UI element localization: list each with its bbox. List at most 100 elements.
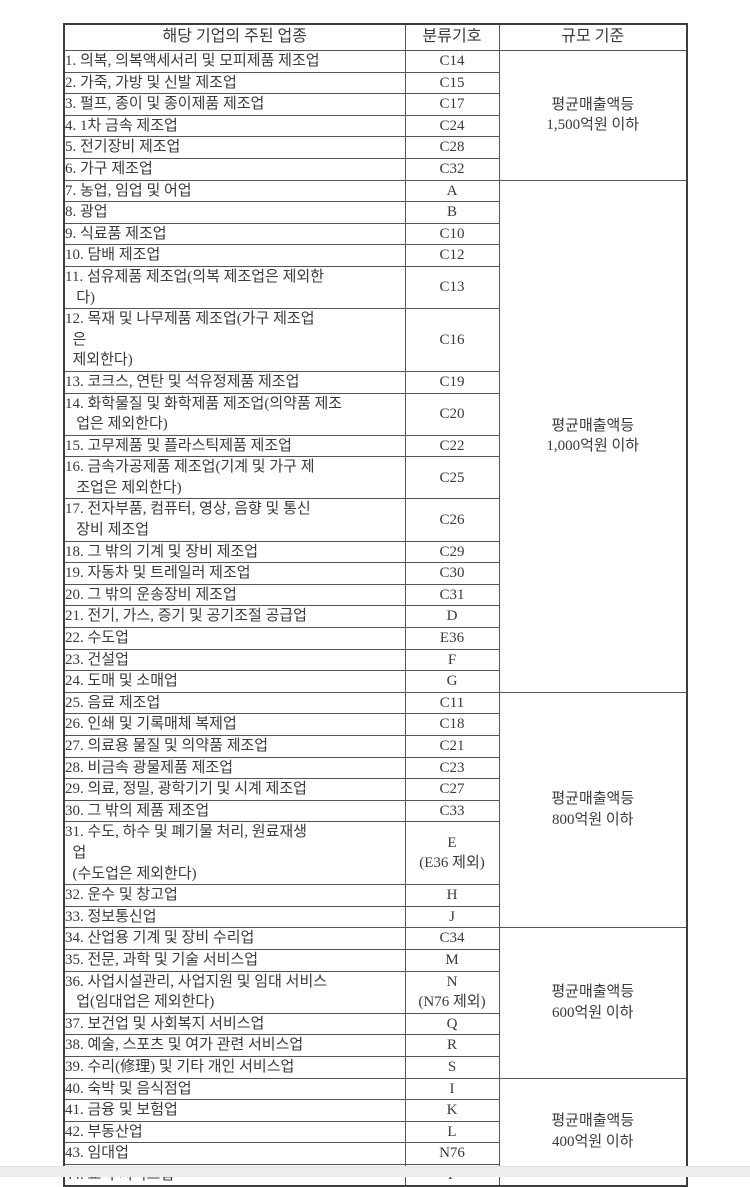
table-row: 31. 수도, 하수 및 폐기물 처리, 원료재생 업 (수도업은 제외한다) E…	[63, 821, 687, 886]
industry-cell: 43. 임대업	[63, 1142, 406, 1165]
code-cell: Q	[404, 1012, 500, 1036]
industry-cell: 40. 숙박 및 음식점업	[63, 1077, 406, 1101]
page-bottom-divider	[0, 1166, 750, 1177]
code-cell: C17	[404, 93, 500, 116]
industry-cell: 21. 전기, 가스, 증기 및 공기조절 공급업	[63, 605, 406, 629]
code-cell: C11	[404, 691, 500, 715]
industry-cell: 41. 금융 및 보험업	[63, 1099, 406, 1122]
code-cell: D	[404, 605, 500, 629]
size-cell: 평균매출액등 1,000억원 이하	[498, 179, 688, 693]
table-row: 11. 섬유제품 제조업(의복 제조업은 제외한 다) C13	[63, 265, 687, 310]
industry-cell: 39. 수리(修理) 및 기타 개인 서비스업	[63, 1055, 406, 1079]
table-row: 34. 산업용 기계 및 장비 수리업 C34 평균매출액등 600억원 이하	[63, 927, 688, 1079]
code-cell: G	[404, 670, 500, 693]
code-cell: C28	[404, 136, 500, 159]
table-row: 32. 운수 및 창고업 H	[63, 884, 687, 907]
code-cell: N76	[404, 1142, 500, 1165]
table-row: 6. 가구 제조업 C32	[63, 157, 687, 181]
header-row: 해당 기업의 주된 업종 분류기호 규모 기준	[63, 23, 688, 51]
code-cell: C25	[404, 456, 500, 500]
table-row: 9. 식료품 제조업 C10	[63, 222, 687, 246]
code-cell: K	[404, 1099, 500, 1122]
table-row: 22. 수도업 E36	[63, 627, 687, 650]
industry-cell: 12. 목재 및 나무제품 제조업(가구 제조업 은 제외한다)	[63, 308, 406, 372]
industry-cell: 35. 전문, 과학 및 기술 서비스업	[63, 948, 406, 972]
table-row: 20. 그 밖의 운송장비 제조업 C31	[63, 583, 687, 607]
table-row: 4. 1차 금속 제조업 C24	[63, 114, 687, 138]
header-size: 규모 기준	[498, 23, 688, 51]
size-cell: 평균매출액등 1,500억원 이하	[498, 50, 688, 181]
industry-cell: 22. 수도업	[63, 627, 406, 650]
table-row: 17. 전자부품, 컴퓨터, 영상, 음향 및 통신 장비 제조업 C26	[63, 498, 687, 542]
code-cell: C30	[404, 562, 500, 585]
industry-cell: 8. 광업	[63, 201, 406, 224]
industry-cell: 3. 펄프, 종이 및 종이제품 제조업	[63, 93, 406, 116]
industry-cell: 19. 자동차 및 트레일러 제조업	[63, 562, 406, 585]
industry-cell: 13. 코크스, 연탄 및 석유정제품 제조업	[63, 370, 406, 394]
industry-cell: 31. 수도, 하수 및 폐기물 처리, 원료재생 업 (수도업은 제외한다)	[63, 821, 406, 886]
code-cell: C26	[404, 498, 500, 542]
code-cell: C14	[404, 50, 500, 73]
code-cell: C22	[404, 434, 500, 458]
code-cell: C13	[404, 265, 500, 310]
industry-cell: 23. 건설업	[63, 648, 406, 672]
code-cell: C18	[404, 713, 500, 736]
industry-cell: 17. 전자부품, 컴퓨터, 영상, 음향 및 통신 장비 제조업	[63, 498, 406, 542]
code-cell: C27	[404, 778, 500, 801]
table-row: 36. 사업시설관리, 사업지원 및 임대 서비스 업(임대업은 제외한다) N …	[63, 970, 687, 1014]
table-row: 12. 목재 및 나무제품 제조업(가구 제조업 은 제외한다) C16	[63, 308, 687, 372]
table-row: 14. 화학물질 및 화학제품 제조업(의약품 제조 업은 제외한다) C20	[63, 392, 687, 436]
industry-cell: 33. 정보통신업	[63, 905, 406, 929]
header-code: 분류기호	[404, 23, 500, 51]
industry-cell: 9. 식료품 제조업	[63, 222, 406, 246]
industry-cell: 42. 부동산업	[63, 1120, 406, 1144]
industry-cell: 5. 전기장비 제조업	[63, 136, 406, 159]
table-row: 24. 도매 및 소매업 G	[63, 670, 687, 693]
industry-cell: 1. 의복, 의복액세서리 및 모피제품 제조업	[63, 50, 406, 73]
code-cell: N (N76 제외)	[404, 970, 500, 1014]
table-row: 7. 농업, 임업 및 어업 A 평균매출액등 1,000억원 이하	[63, 179, 688, 693]
table-row: 25. 음료 제조업 C11 평균매출액등 800억원 이하	[63, 691, 688, 929]
industry-cell: 30. 그 밖의 제품 제조업	[63, 799, 406, 823]
code-cell: C34	[404, 927, 500, 950]
code-cell: B	[404, 201, 500, 224]
industry-cell: 7. 농업, 임업 및 어업	[63, 179, 406, 203]
industry-cell: 14. 화학물질 및 화학제품 제조업(의약품 제조 업은 제외한다)	[63, 392, 406, 436]
code-cell: C24	[404, 114, 500, 138]
industry-cell: 6. 가구 제조업	[63, 157, 406, 181]
code-cell: L	[404, 1120, 500, 1144]
code-cell: J	[404, 905, 500, 929]
code-cell: R	[404, 1034, 500, 1057]
table-row: 40. 숙박 및 음식점업 I 평균매출액등 400억원 이하	[63, 1077, 688, 1187]
table-row: 1. 의복, 의복액세서리 및 모피제품 제조업 C14 평균매출액등 1,500억…	[63, 50, 688, 181]
industry-cell: 32. 운수 및 창고업	[63, 884, 406, 907]
code-cell: M	[404, 948, 500, 972]
industry-cell: 24. 도매 및 소매업	[63, 670, 406, 693]
industry-cell: 4. 1차 금속 제조업	[63, 114, 406, 138]
table-row: 18. 그 밖의 기계 및 장비 제조업 C29	[63, 540, 687, 564]
table-row: 5. 전기장비 제조업 C28	[63, 136, 687, 159]
code-cell: C15	[404, 71, 500, 95]
code-cell: S	[404, 1055, 500, 1079]
table-row: 28. 비금속 광물제품 제조업 C23	[63, 756, 687, 780]
industry-cell: 34. 산업용 기계 및 장비 수리업	[63, 927, 406, 950]
code-cell: C29	[404, 540, 500, 564]
header-industry: 해당 기업의 주된 업종	[63, 23, 406, 51]
industry-cell: 11. 섬유제품 제조업(의복 제조업은 제외한 다)	[63, 265, 406, 310]
code-cell: C23	[404, 756, 500, 780]
industry-cell: 36. 사업시설관리, 사업지원 및 임대 서비스 업(임대업은 제외한다)	[63, 970, 406, 1014]
industry-cell: 38. 예술, 스포츠 및 여가 관련 서비스업	[63, 1034, 406, 1057]
code-cell: E (E36 제외)	[404, 821, 500, 886]
size-cell: 평균매출액등 600억원 이하	[498, 927, 688, 1079]
industry-cell: 28. 비금속 광물제품 제조업	[63, 756, 406, 780]
table-row: 8. 광업 B	[63, 201, 687, 224]
code-cell: E36	[404, 627, 500, 650]
industry-cell: 15. 고무제품 및 플라스틱제품 제조업	[63, 434, 406, 458]
industry-cell: 29. 의료, 정밀, 광학기기 및 시계 제조업	[63, 778, 406, 801]
code-cell: C20	[404, 392, 500, 436]
table-row: 39. 수리(修理) 및 기타 개인 서비스업 S	[63, 1055, 687, 1079]
industry-cell: 27. 의료용 물질 및 의약품 제조업	[63, 735, 406, 758]
table-row: 23. 건설업 F	[63, 648, 687, 672]
code-cell: C33	[404, 799, 500, 823]
code-cell: C10	[404, 222, 500, 246]
